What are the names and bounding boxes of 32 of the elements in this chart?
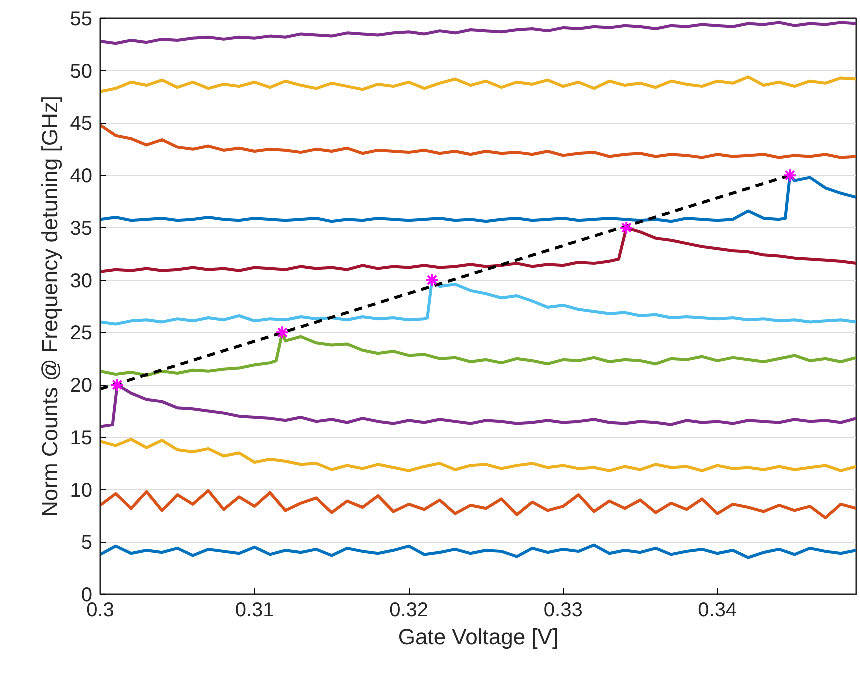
x-tick-label: 0.31: [235, 600, 274, 622]
line-series: [100, 438, 856, 472]
line-series: [100, 174, 856, 224]
line-series: [100, 76, 856, 94]
y-tick-label: 20: [70, 375, 93, 398]
x-tick-label: 0.33: [544, 600, 583, 622]
y-tick-label: 25: [70, 322, 93, 345]
line-series: [100, 544, 856, 560]
point: [276, 326, 290, 340]
line-series: [100, 124, 856, 160]
x-tick-label: 0.32: [390, 600, 429, 622]
line-series: [100, 226, 856, 274]
y-tick-label: 50: [70, 60, 93, 83]
y-tick-label: 55: [70, 8, 93, 30]
point: [425, 273, 440, 288]
point: [620, 220, 634, 235]
y-tick-label: 40: [70, 166, 93, 188]
point: [783, 168, 798, 183]
line-series: [100, 278, 856, 326]
y-tick-label: 15: [70, 427, 93, 450]
y-tick-label: 30: [70, 270, 93, 292]
x-axis-title: Gate Voltage [V]: [398, 624, 559, 650]
y-tick-label: 10: [70, 480, 93, 502]
x-tick-label: 0.34: [698, 600, 738, 622]
y-tick-label: 45: [70, 113, 93, 136]
y-axis-title: Norm Counts @ Frequency detuning [GHz]: [37, 96, 62, 517]
y-tick-label: 5: [81, 532, 92, 554]
point: [110, 378, 124, 392]
line-series: [100, 21, 856, 46]
line-series: [100, 384, 856, 428]
line-series: [100, 489, 856, 520]
y-tick-label: 35: [70, 218, 93, 240]
